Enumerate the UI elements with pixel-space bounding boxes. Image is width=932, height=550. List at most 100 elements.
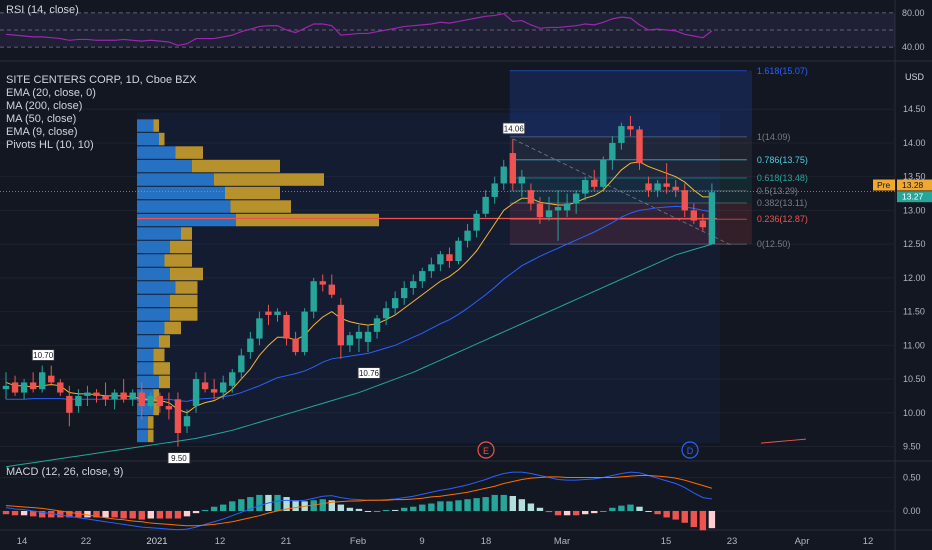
vp-bar-up (137, 186, 225, 200)
time-axis-label: 18 (481, 536, 492, 547)
y-tick-label: 10.50 (903, 374, 926, 384)
candle-body (455, 240, 462, 261)
rsi-line (5, 13, 713, 47)
legend-ma50[interactable]: MA (50, close) (6, 113, 77, 125)
y-tick-label: 14.50 (903, 104, 926, 114)
macd-histogram-bar (591, 511, 598, 514)
vp-bar-down (170, 308, 198, 321)
candle-body (373, 318, 381, 332)
time-axis-label: Apr (795, 536, 810, 547)
legend-ma200[interactable]: MA (200, close) (6, 100, 83, 112)
candle-body (582, 180, 589, 194)
vp-bar-up (137, 240, 170, 254)
vp-bar-down (148, 429, 154, 443)
legend-ema9[interactable]: EMA (9, close) (6, 126, 78, 138)
candle-body (265, 311, 272, 315)
candle-body (57, 382, 64, 393)
macd-histogram-bar (428, 503, 435, 511)
vp-bar-down (175, 146, 203, 159)
candle-body (699, 220, 707, 228)
macd-histogram-bar (66, 511, 73, 518)
time-axis-label: 2021 (146, 536, 167, 547)
macd-histogram-bar (174, 511, 182, 519)
candle-body (391, 298, 399, 309)
fib-label: 0.786(13.75) (757, 155, 808, 165)
pivot-label: 14.06 (504, 124, 525, 133)
y-tick-label: 12.00 (903, 273, 926, 283)
vp-bar-up (137, 375, 159, 389)
pre-tag (873, 179, 895, 191)
macd-histogram-bar (93, 511, 100, 518)
macd-histogram-bar (582, 511, 589, 515)
y-tick-label: 9.50 (903, 442, 921, 452)
macd-histogram-bar (618, 505, 625, 511)
macd-histogram-bar (473, 498, 480, 511)
fib-label: 0.236(12.87) (757, 214, 808, 224)
macd-histogram-bar (11, 511, 19, 516)
candle-body (174, 399, 182, 434)
macd-histogram-bar (355, 508, 363, 511)
macd-histogram-bar (636, 506, 643, 511)
candle-body (654, 183, 661, 191)
macd-histogram-bar (482, 497, 489, 511)
pivot-badge (357, 367, 381, 380)
vp-bar-up (137, 281, 176, 294)
macd-histogram-bar (138, 511, 145, 520)
legend-ema20[interactable]: EMA (20, close, 0) (6, 87, 96, 99)
rsi-legend: RSI (14, close) (6, 4, 79, 16)
candle-body (545, 210, 553, 218)
candle-body (428, 264, 435, 272)
time-axis-label: 9 (419, 536, 424, 547)
macd-histogram-bar (536, 507, 544, 511)
vp-bar-down (214, 173, 324, 186)
macd-histogram-bar (283, 497, 290, 511)
vp-bar-up (137, 362, 154, 375)
candle-body (681, 190, 688, 211)
vp-bar-down (164, 254, 192, 267)
candle-body (636, 129, 643, 164)
candle-body (120, 392, 127, 400)
macd-histogram-bar (627, 504, 634, 511)
time-axis-label: 22 (81, 536, 92, 547)
candle-body (274, 311, 281, 315)
y-tick-label: 11.00 (903, 340, 925, 350)
candle-body (500, 166, 507, 184)
vp-bar-down (170, 240, 192, 254)
candle-body (591, 180, 598, 187)
pivot-badge (502, 122, 526, 135)
candle-body (464, 230, 471, 241)
candle-body (319, 281, 326, 285)
legend-pivots[interactable]: Pivots HL (10, 10) (6, 139, 94, 151)
candle-body (292, 338, 299, 353)
candle-body (572, 193, 580, 204)
macd-histogram-bar (247, 497, 254, 511)
macd-histogram-bar (654, 511, 661, 515)
candle-body (111, 392, 118, 400)
candle-body (301, 311, 308, 353)
vp-bar-down (230, 200, 291, 213)
currency-label: USD (905, 72, 925, 82)
y-tick-label: 13.50 (903, 172, 926, 182)
candle-body (618, 126, 625, 143)
vp-bar-up (137, 267, 170, 281)
ma200-line (5, 243, 713, 468)
candle-body (708, 192, 716, 245)
time-axis-label: 21 (281, 536, 292, 547)
vp-bar-down (159, 375, 170, 389)
fib-label: 0(12.50) (757, 239, 791, 249)
legend-symbol[interactable]: SITE CENTERS CORP, 1D, Cboe BZX (6, 74, 197, 86)
macd-histogram-bar (210, 506, 218, 511)
candle-body (527, 190, 535, 204)
pre-price-tag (897, 179, 932, 191)
vp-bar-down (225, 186, 280, 200)
candle-body (563, 203, 571, 211)
macd-histogram-bar (509, 495, 516, 511)
macd-histogram-bar (609, 507, 616, 511)
vp-bar-up (137, 213, 236, 227)
macd-histogram-bar (75, 511, 82, 518)
macd-histogram-bar (165, 511, 173, 519)
vp-bar-down (181, 227, 192, 240)
fib-label: 0.618(13.48) (757, 173, 808, 183)
candle-body (29, 382, 37, 390)
